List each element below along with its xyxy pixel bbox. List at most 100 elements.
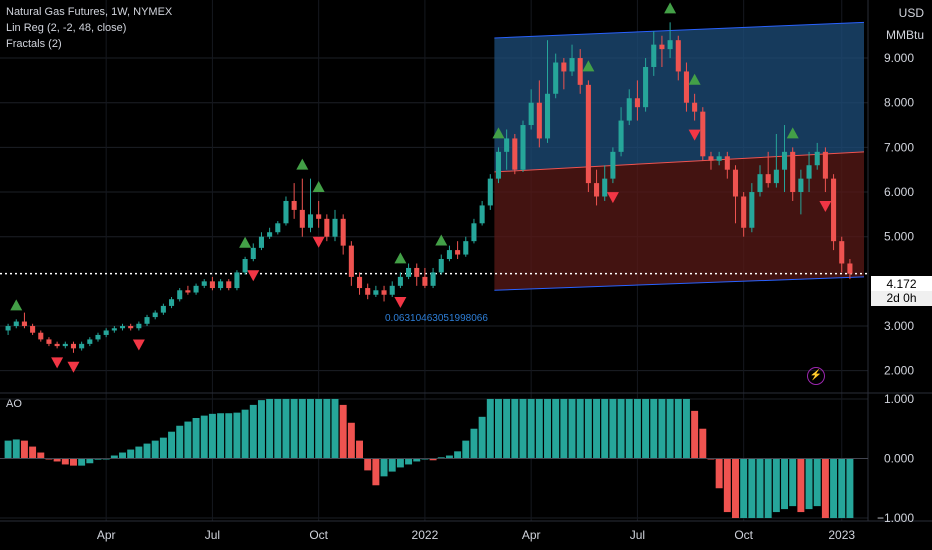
time-tick-label: Apr	[522, 528, 541, 542]
ao-bar	[584, 398, 592, 459]
ao-bar	[298, 398, 306, 459]
candle-body	[136, 323, 142, 329]
candle-body	[177, 290, 183, 300]
ao-bar	[396, 458, 404, 468]
candle-body	[430, 272, 436, 286]
ao-bar	[225, 413, 233, 459]
ao-bar	[307, 398, 314, 459]
candle-body	[62, 343, 68, 347]
candle-body	[487, 178, 493, 206]
ao-bar	[405, 458, 413, 465]
time-tick-label: 2023	[828, 528, 855, 542]
ao-bar	[110, 455, 118, 459]
candle-body	[111, 328, 117, 331]
ao-tick-label: 1.000	[884, 392, 914, 406]
ao-bar	[372, 458, 380, 486]
fractal-down-marker	[394, 297, 407, 309]
candle-body	[38, 332, 44, 340]
ao-bar	[511, 398, 519, 459]
current-price-tag: 4.172	[871, 276, 932, 291]
candle-body	[463, 241, 469, 255]
candle-body	[700, 111, 706, 157]
fractal-down-marker	[51, 357, 64, 369]
ao-bar	[339, 404, 347, 459]
price-currency: USD	[898, 6, 924, 20]
fractal-down-marker	[688, 129, 701, 141]
bar-countdown-tag: 2d 0h	[871, 291, 932, 306]
ao-bar	[282, 398, 290, 459]
fractal-up-marker	[394, 252, 407, 264]
ao-bar	[527, 398, 535, 459]
ao-bar	[12, 439, 20, 459]
candle-body	[13, 321, 19, 327]
candle-body	[21, 321, 27, 327]
ao-bar	[797, 458, 805, 513]
candle-body	[381, 290, 387, 295]
fractal-up-marker	[10, 299, 23, 311]
ao-bar	[78, 458, 86, 466]
candle-body	[577, 58, 583, 85]
fractal-up-marker	[582, 60, 595, 72]
ao-bar	[494, 398, 502, 459]
candle-body	[193, 285, 199, 293]
price-tick-label: 3.000	[884, 319, 914, 333]
legend-symbol[interactable]: Natural Gas Futures, 1W, NYMEX	[6, 6, 173, 18]
candle-body	[683, 71, 689, 103]
fractal-up-marker	[312, 180, 325, 192]
candle-body	[218, 281, 224, 289]
candle-body	[87, 339, 93, 344]
candle-body	[790, 151, 796, 193]
candle-body	[5, 326, 11, 331]
candle-body	[675, 40, 681, 72]
ao-bar	[609, 398, 617, 459]
candle-body	[781, 151, 788, 170]
candle-body	[169, 299, 175, 306]
price-tick-label: 7.000	[884, 140, 914, 154]
price-tick-label: 5.000	[884, 230, 914, 244]
ao-bar	[503, 398, 511, 459]
candle-body	[602, 178, 608, 197]
candle-body	[438, 259, 444, 273]
time-tick-label: 2022	[412, 528, 439, 542]
ao-bar	[331, 398, 339, 459]
candle-body	[365, 288, 371, 295]
candle-body	[373, 290, 379, 295]
candle-body	[267, 232, 273, 237]
ao-bar	[119, 452, 126, 459]
fractal-down-marker	[312, 236, 325, 248]
lightning-icon[interactable]: ⚡	[807, 367, 825, 385]
price-tick-label: 9.000	[884, 51, 914, 65]
ao-bar	[257, 400, 265, 459]
ao-bar	[429, 458, 437, 461]
candle-body	[495, 151, 502, 179]
legend-linreg[interactable]: Lin Reg (2, -2, 48, close)	[6, 22, 127, 34]
candle-body	[275, 223, 281, 233]
legend-fractals[interactable]: Fractals (2)	[6, 38, 62, 50]
ao-pane-label[interactable]: AO	[6, 398, 22, 410]
candle-body	[651, 44, 657, 67]
ao-bar	[233, 412, 241, 459]
ao-bar	[544, 398, 551, 459]
candle-body	[234, 272, 240, 289]
ao-bar	[740, 458, 748, 519]
candle-body	[741, 196, 747, 228]
time-tick-label: Jul	[205, 528, 220, 542]
candle-body	[822, 151, 828, 179]
candle-body	[569, 58, 575, 72]
fractal-up-marker	[239, 236, 252, 248]
candle-body	[806, 165, 812, 179]
candle-body	[544, 93, 551, 139]
candle-body	[185, 290, 191, 293]
candle-body	[291, 200, 297, 210]
ao-bar	[249, 404, 257, 459]
ao-bar	[127, 449, 135, 459]
ao-bar	[94, 458, 102, 460]
fractal-down-marker	[819, 201, 832, 213]
ao-bar	[413, 458, 421, 462]
candle-body	[209, 281, 215, 289]
ao-bar	[37, 452, 45, 459]
ao-bar	[86, 458, 94, 464]
candle-body	[634, 98, 640, 108]
candle-body	[242, 259, 248, 273]
